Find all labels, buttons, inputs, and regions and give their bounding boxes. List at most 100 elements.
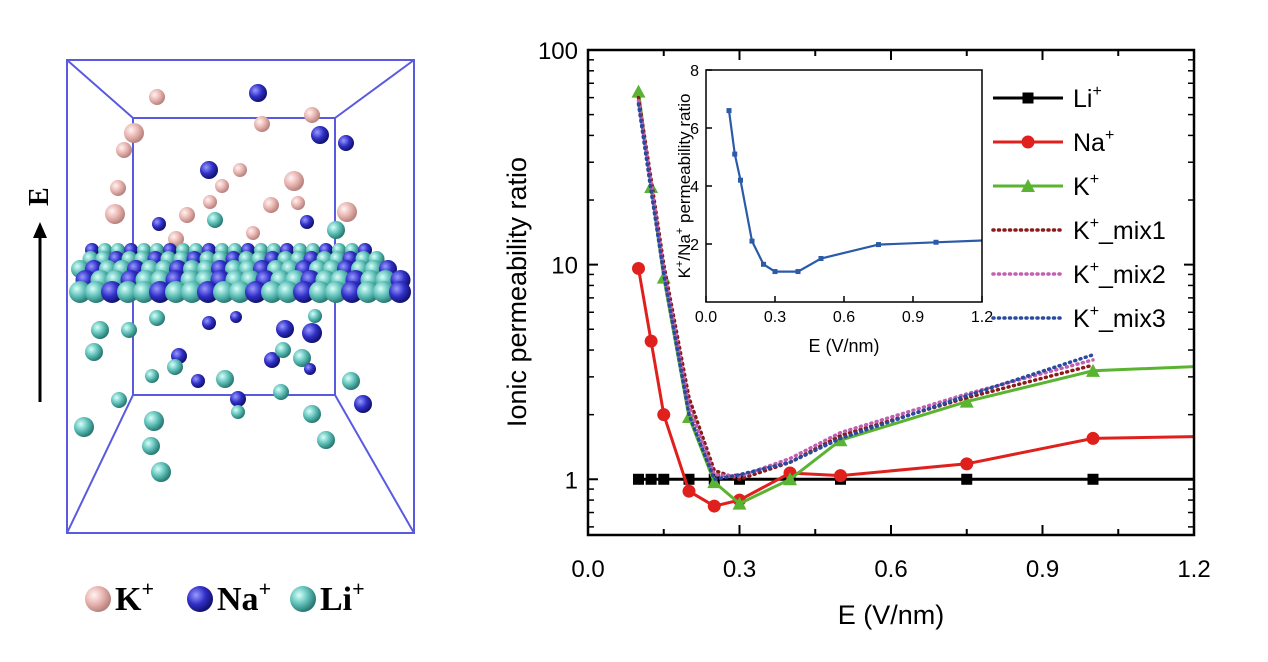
ion-k-atom <box>105 204 125 224</box>
inset-plot-area <box>706 70 982 302</box>
ion-na-atom <box>302 323 322 343</box>
legend-li-label: Li+ <box>1073 83 1102 113</box>
series-li-marker <box>645 473 657 485</box>
inset-y-tick-label: 8 <box>690 63 699 80</box>
ion-li-atom <box>167 359 183 375</box>
series-li-marker <box>633 473 644 485</box>
legend-k-label: K+ <box>115 576 154 618</box>
membrane-atom <box>341 281 363 303</box>
ion-li-atom <box>151 462 171 482</box>
ion-na-atom <box>152 217 166 231</box>
series-na-marker <box>682 484 696 498</box>
membrane-atom <box>389 281 411 303</box>
series-li-marker <box>1087 473 1099 485</box>
ion-li-atom <box>342 372 360 390</box>
ion-li-atom <box>327 221 345 239</box>
membrane-layer <box>69 243 411 303</box>
inset-y-tick-label: 6 <box>690 121 699 138</box>
series-k-marker <box>783 472 797 486</box>
ion-na-atom <box>230 391 246 407</box>
ion-li-atom <box>308 309 322 323</box>
inset-x-tick-label: 0.3 <box>764 309 786 326</box>
legend-na-swatch <box>187 586 213 612</box>
inset-ratio-marker <box>818 256 824 261</box>
main-y-tick-label: 10 <box>551 253 578 280</box>
ion-na-atom <box>354 395 372 413</box>
main-x-axis-label: E (V/nm) <box>838 600 945 630</box>
ion-na-atom <box>338 135 354 151</box>
inset-x-axis-label: E (V/nm) <box>808 336 879 356</box>
legend-li-marker <box>1022 92 1034 104</box>
ion-atoms <box>74 84 372 482</box>
ion-k-atom <box>337 202 357 222</box>
ion-k-atom <box>116 142 132 158</box>
ion-k-atom <box>254 116 270 132</box>
inset-ratio-marker <box>795 269 801 275</box>
main-x-tick-label: 0.3 <box>723 556 756 583</box>
inset-ratio-marker <box>738 177 743 183</box>
inset-ratio-marker <box>761 261 766 267</box>
main-x-tick-label: 1.2 <box>1177 556 1210 583</box>
series-k-marker <box>707 475 722 489</box>
ion-li-atom <box>145 369 159 383</box>
legend-k-swatch <box>85 586 111 612</box>
ion-na-atom <box>200 161 218 179</box>
membrane-atom <box>213 281 235 303</box>
inset-y-tick-label: 4 <box>690 179 699 196</box>
membrane-atom <box>133 281 155 303</box>
ion-na-atom <box>300 215 314 229</box>
ion-li-atom <box>231 405 245 419</box>
series-k-marker <box>959 394 974 408</box>
ion-k-atom <box>233 163 247 177</box>
legend-k-marker <box>1021 179 1035 192</box>
membrane-atom <box>373 281 395 303</box>
series-k-marker <box>732 496 747 510</box>
field-label: E <box>24 187 55 206</box>
series-na-marker <box>834 469 847 483</box>
ion-li-atom <box>275 342 291 358</box>
main-x-tick-label: 0.9 <box>1026 556 1059 583</box>
membrane-atom <box>293 281 315 303</box>
membrane-atom <box>197 281 219 303</box>
main-y-tick-label: 100 <box>538 38 578 65</box>
ion-li-atom <box>216 370 234 388</box>
ion-li-atom <box>149 310 165 326</box>
inset-x-tick-label: 1.2 <box>971 309 993 326</box>
legend-k-label: K+ <box>1073 171 1099 201</box>
legend-na-marker <box>1021 135 1035 149</box>
membrane-atom <box>229 281 251 303</box>
ion-na-atom <box>230 311 242 323</box>
inset-ratio-marker <box>732 151 738 157</box>
series-k-marker <box>631 84 646 98</box>
main-y-tick-label: 1 <box>565 467 578 494</box>
series-li-marker <box>683 473 695 485</box>
membrane-atom <box>309 281 331 303</box>
membrane-atom <box>149 281 171 303</box>
inset-y-axis-label: K+/Na+ permeability ratio <box>674 94 694 279</box>
ion-na-atom <box>264 352 280 368</box>
membrane-atom <box>181 281 203 303</box>
box-corner-edge <box>66 59 134 119</box>
inset-y-tick-label: 2 <box>690 237 699 254</box>
ion-na-atom <box>304 363 316 375</box>
inset-chart: 0.0 0.3 0.6 0.9 1.2 2 4 6 8 K+/Na+ permeability … <box>674 63 993 356</box>
series-na-marker <box>644 334 658 348</box>
ion-na-atom <box>202 316 216 330</box>
series-k-marker <box>1086 363 1100 377</box>
inset-ratio-marker <box>772 269 778 275</box>
legend-li-swatch <box>290 586 316 612</box>
ion-k-atom <box>284 171 304 191</box>
membrane-atom <box>277 281 299 303</box>
series-na-marker <box>960 457 974 471</box>
ion-na-atom <box>191 374 205 388</box>
ion-k-atom <box>149 89 165 105</box>
ion-k-atom <box>246 226 260 240</box>
ion-li-atom <box>85 343 103 361</box>
legend-na-label: Na+ <box>217 576 271 618</box>
legend-na-label: Na+ <box>1073 127 1114 157</box>
box-corner-edge <box>334 59 415 119</box>
ion-li-atom <box>74 417 94 437</box>
legend-k_mix1-label: K+_mix1 <box>1073 215 1166 245</box>
inset-x-tick-label: 0.6 <box>833 309 855 326</box>
